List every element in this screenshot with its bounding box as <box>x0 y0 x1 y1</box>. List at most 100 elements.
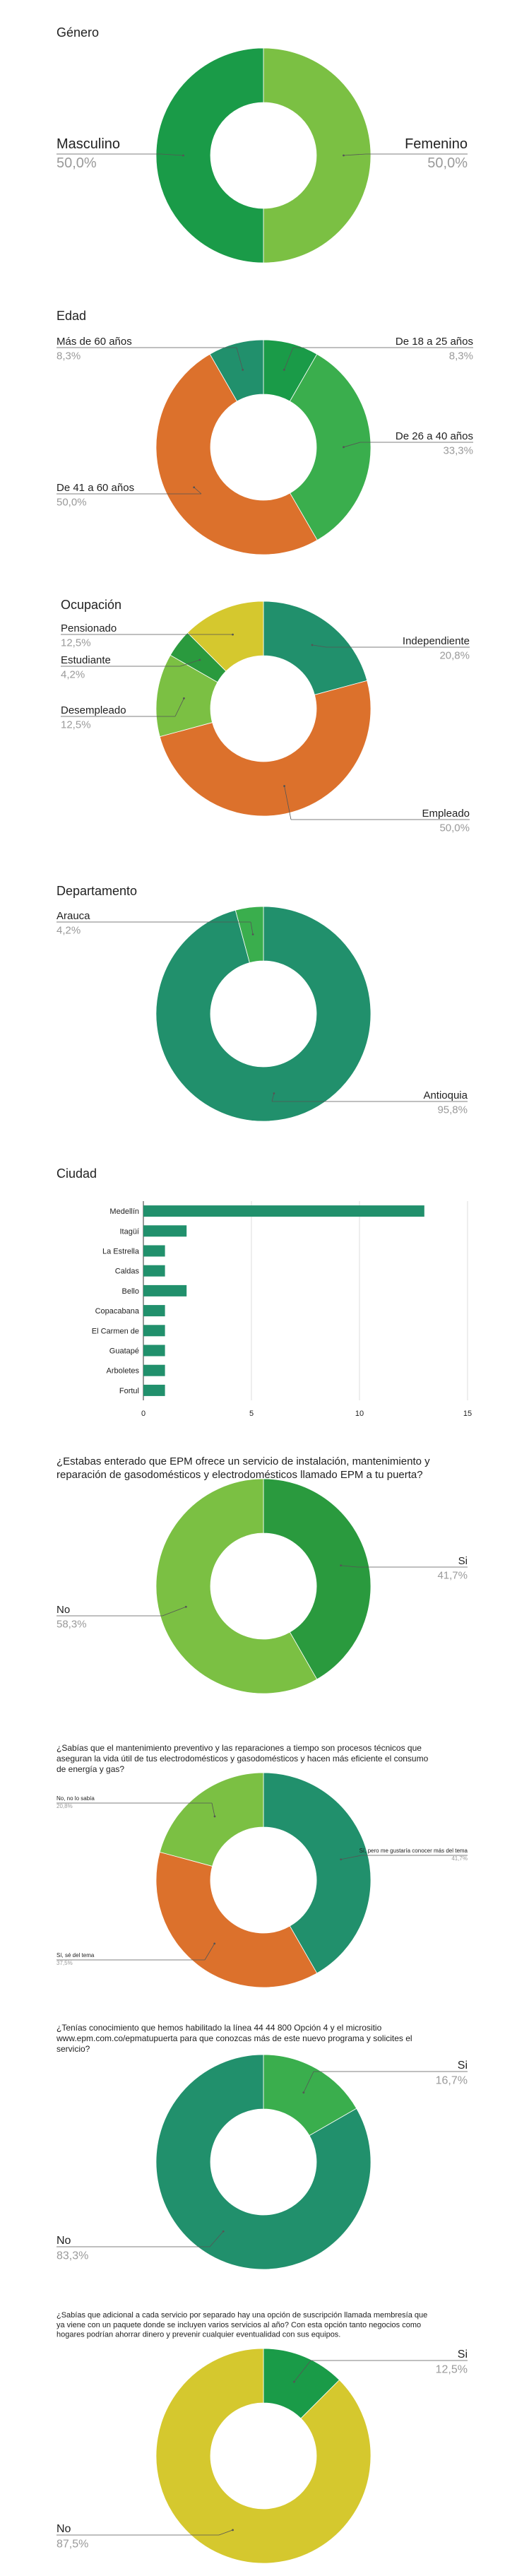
slice-si-pero-me-gustaria-conocer-mas-del-tema[interactable] <box>263 1772 372 1974</box>
bar[interactable] <box>143 1205 424 1217</box>
slice-percent: 12,5% <box>61 637 91 649</box>
chart-title: ¿Sabías que el mantenimiento preventivo … <box>57 1743 429 1774</box>
slice-femenino[interactable] <box>263 47 372 264</box>
chart-title: Género <box>57 25 99 40</box>
slice-percent: 4,2% <box>61 668 85 680</box>
slice-de-41-a-60-anos[interactable] <box>155 353 318 555</box>
category-label: Fortul <box>119 1387 139 1395</box>
slice-arauca[interactable] <box>234 906 264 964</box>
slice-percent: 8,3% <box>57 350 81 362</box>
slice-percent: 16,7% <box>436 2075 468 2087</box>
slice-percent: 83,3% <box>57 2250 88 2262</box>
bar[interactable] <box>143 1245 165 1257</box>
slice-label: De 41 a 60 años <box>57 482 134 494</box>
leader-line <box>284 786 292 820</box>
chart-title: ¿Sabías que adicional a cada servicio po… <box>57 2311 427 2339</box>
x-tick-label: 15 <box>463 1410 472 1418</box>
slice-percent: 20,8% <box>439 649 470 661</box>
category-label: Guatapé <box>109 1347 139 1356</box>
slice-label: Si <box>458 2348 468 2361</box>
chart-departamento: Departamento Antioquia 95,8% Arauca 4,2% <box>57 884 468 1122</box>
slice-percent: 41,7% <box>451 1855 468 1862</box>
slice-no[interactable] <box>155 1478 318 1694</box>
slice-percent: 50,0% <box>57 496 87 508</box>
leader-line <box>174 698 184 717</box>
slice-label: Si <box>458 2060 468 2072</box>
bar[interactable] <box>143 1265 165 1277</box>
slice-si[interactable] <box>263 1478 372 1680</box>
slice-si-se-del-tema[interactable] <box>155 1851 318 1988</box>
x-tick-label: 10 <box>355 1410 364 1418</box>
bar[interactable] <box>143 1345 165 1357</box>
leader-line <box>209 2231 224 2247</box>
slice-si[interactable] <box>263 2054 357 2137</box>
slice-label: Estudiante <box>61 654 111 666</box>
slice-label: Femenino <box>405 136 468 152</box>
bar[interactable] <box>143 1225 187 1237</box>
slice-no[interactable] <box>155 2348 372 2564</box>
bar[interactable] <box>143 1384 165 1396</box>
leader-line <box>340 1855 362 1860</box>
leader-line <box>271 1093 275 1102</box>
slice-empleado[interactable] <box>159 680 372 817</box>
chart-epm_puerta: ¿Estabas enterado que EPM ofrece un serv… <box>57 1455 468 1694</box>
leader-line <box>160 153 184 156</box>
leader-line <box>194 487 202 495</box>
leader-line <box>179 659 201 667</box>
slice-percent: 12,5% <box>61 719 91 731</box>
slice-label: No <box>57 2235 71 2247</box>
slice-mas-de-60-anos[interactable] <box>209 339 264 402</box>
slice-percent: 20,8% <box>57 1803 73 1809</box>
category-label: Arboletes <box>107 1367 140 1376</box>
slice-no[interactable] <box>155 2054 372 2270</box>
leader-line <box>211 1802 215 1816</box>
chart-title: Ciudad <box>57 1166 97 1181</box>
slice-masculino[interactable] <box>155 47 264 264</box>
chart-membresia: ¿Sabías que adicional a cada servicio po… <box>57 2311 468 2564</box>
leader-line <box>218 2529 233 2536</box>
leader-line <box>236 347 244 370</box>
slice-label: Independiente <box>403 635 470 647</box>
slice-antioquia[interactable] <box>155 906 372 1122</box>
slice-de-26-a-40-anos[interactable] <box>289 353 372 541</box>
slice-percent: 50,0% <box>57 155 97 171</box>
leader-line <box>340 1565 358 1568</box>
leader-line <box>303 2071 314 2093</box>
slice-label: No <box>57 1604 70 1616</box>
chart-edad: Edad De 18 a 25 años 8,3% De 26 a 40 años 33… <box>57 309 473 555</box>
slice-no-no-lo-sabia[interactable] <box>159 1772 264 1867</box>
slice-label: Masculino <box>57 136 120 152</box>
slice-percent: 58,3% <box>57 1618 87 1630</box>
chart-genero: Género Femenino 50,0% Masculino 50,0% <box>57 25 468 264</box>
slice-label: De 26 a 40 años <box>396 430 473 442</box>
slice-percent: 50,0% <box>427 155 468 171</box>
bar[interactable] <box>143 1284 187 1296</box>
slice-percent: 87,5% <box>57 2539 88 2551</box>
leader-line <box>294 2360 311 2382</box>
chart-title: Edad <box>57 309 86 323</box>
chart-title: Departamento <box>57 884 137 898</box>
bar[interactable] <box>143 1325 165 1337</box>
slice-label: Más de 60 años <box>57 336 132 348</box>
slice-independiente[interactable] <box>263 601 368 695</box>
slice-label: De 18 a 25 años <box>396 336 473 348</box>
chart-title: ¿Estabas enterado que EPM ofrece un serv… <box>57 1455 430 1481</box>
slice-percent: 33,3% <box>443 444 473 456</box>
slice-percent: 4,2% <box>57 924 81 936</box>
leader-dot <box>198 658 201 661</box>
slice-label: Pensionado <box>61 622 117 634</box>
slice-percent: 41,7% <box>437 1569 468 1581</box>
slice-pensionado[interactable] <box>186 601 264 672</box>
chart-title: ¿Tenías conocimiento que hemos habilitad… <box>56 2023 412 2054</box>
category-label: Copacabana <box>95 1307 140 1316</box>
leader-line <box>343 442 361 448</box>
leader-line <box>250 921 254 935</box>
category-label: La Estrella <box>102 1248 140 1256</box>
category-label: Bello <box>122 1287 139 1296</box>
slice-label: Desempleado <box>61 704 126 716</box>
bar[interactable] <box>143 1305 165 1317</box>
slice-label: Si <box>458 1555 468 1567</box>
leader-line <box>283 347 294 370</box>
bar[interactable] <box>143 1364 165 1376</box>
